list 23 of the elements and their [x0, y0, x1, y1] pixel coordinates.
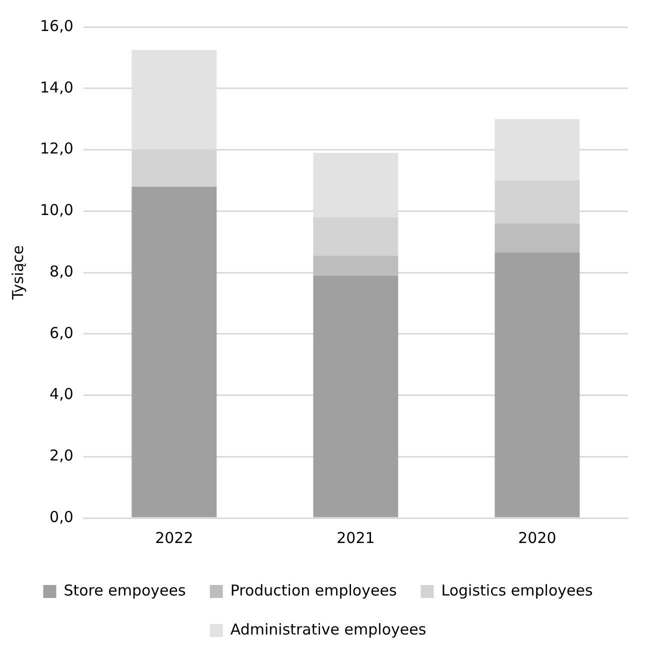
y-tick-label: 4,0 — [50, 385, 74, 404]
bar — [494, 252, 580, 518]
legend-label: Production employees — [230, 581, 397, 600]
y-tick-label: 14,0 — [40, 78, 74, 96]
legend-label: Logistics employees — [441, 581, 593, 600]
bar — [313, 256, 398, 276]
x-tick-label: 2022 — [155, 528, 194, 547]
y-tick-label: 2,0 — [50, 446, 74, 465]
bar — [313, 276, 398, 518]
legend-label: Administrative employees — [230, 620, 426, 638]
legend-label: Store empoyees — [64, 581, 186, 600]
y-tick-label: 10,0 — [40, 201, 74, 220]
x-tick-label: 2020 — [518, 528, 556, 547]
y-tick-label: 12,0 — [40, 140, 74, 158]
bar — [313, 217, 398, 256]
y-axis-title: Tysiące — [8, 245, 27, 301]
y-tick-label: 16,0 — [40, 16, 74, 35]
y-tick-label: 0,0 — [50, 508, 74, 526]
y-tick-label: 8,0 — [50, 262, 74, 280]
bar — [132, 186, 217, 518]
y-tick-label: 6,0 — [50, 324, 74, 342]
x-tick-label: 2021 — [336, 528, 375, 547]
bar — [494, 223, 580, 253]
